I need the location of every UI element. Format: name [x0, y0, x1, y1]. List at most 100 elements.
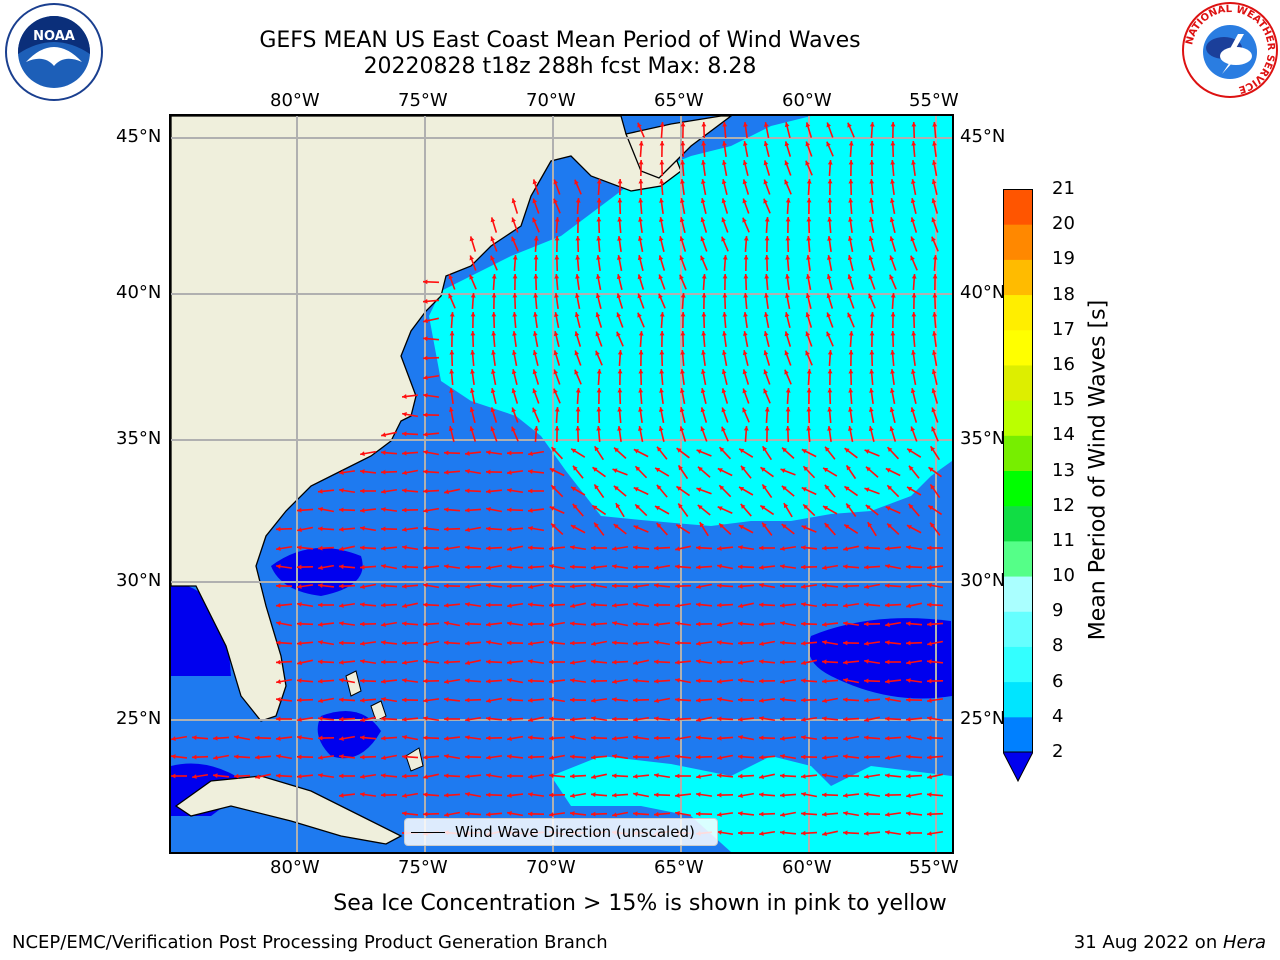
wave-direction-arrowhead: [927, 754, 932, 760]
wave-direction-arrowhead: [594, 522, 599, 528]
wave-direction-arrowhead: [591, 735, 596, 741]
wave-direction-arrowhead: [423, 336, 428, 342]
wave-direction-arrowhead: [638, 350, 644, 355]
colorbar-tick-label: 13: [1052, 459, 1075, 481]
wave-direction-arrowhead: [528, 621, 533, 627]
graticule: [171, 116, 952, 852]
legend-label: Wind Wave Direction (unscaled): [455, 823, 695, 841]
map-panel[interactable]: [169, 114, 954, 854]
wave-direction-arrowhead: [782, 447, 787, 453]
wave-direction-arrowhead: [847, 122, 852, 128]
wave-direction-arrowhead: [507, 697, 512, 703]
wave-direction-arrowhead: [486, 792, 491, 798]
wave-direction-arrowhead: [381, 679, 386, 684]
wave-direction-arrowhead: [532, 369, 538, 375]
wave-direction-arrowhead: [533, 236, 539, 241]
wave-direction-arrowhead: [910, 369, 916, 374]
wave-direction-arrowhead: [868, 255, 874, 261]
wave-direction-arrowhead: [848, 141, 854, 146]
wave-direction-arrowhead: [659, 331, 665, 336]
wave-direction-arrowhead: [759, 811, 764, 817]
colorbar-cell: [1003, 576, 1033, 612]
wave-direction-arrowhead: [549, 697, 554, 702]
wave-direction-arrowhead: [444, 564, 449, 569]
wave-direction-arrowhead: [533, 312, 538, 317]
wave-direction-arrowhead: [423, 412, 428, 418]
wave-direction-arrowhead: [930, 484, 935, 490]
wave-direction-arrowhead: [780, 812, 785, 818]
wave-direction-arrowhead: [554, 293, 559, 298]
wave-direction-arrowhead: [465, 488, 470, 494]
footer-date-text: 31 Aug 2022 on: [1073, 932, 1223, 953]
wave-direction-arrowhead: [656, 484, 662, 490]
colorbar-cell: [1003, 259, 1033, 296]
wave-direction-arrowhead: [633, 449, 639, 454]
wave-direction-arrowhead: [469, 426, 475, 432]
wave-direction-arrowhead: [759, 831, 764, 836]
wave-direction-arrowhead: [507, 564, 512, 570]
wave-direction-arrowhead: [764, 426, 770, 431]
wave-direction-arrowhead: [658, 255, 664, 261]
colorbar-tick-label: 10: [1052, 565, 1075, 587]
wave-direction-arrowhead: [738, 773, 743, 779]
wave-direction-arrowhead: [742, 217, 747, 223]
wave-direction-arrowhead: [635, 504, 641, 510]
wave-direction-arrowhead: [551, 485, 557, 491]
wave-direction-arrowhead: [822, 640, 827, 645]
wave-direction-arrowhead: [803, 504, 809, 510]
wave-direction-arrowhead: [402, 811, 407, 816]
wave-direction-arrowhead: [738, 754, 743, 760]
wave-direction-arrowhead: [507, 621, 512, 626]
wave-direction-arrowhead: [885, 697, 890, 702]
wave-direction-arrowhead: [490, 426, 496, 432]
wave-direction-arrowhead: [827, 407, 833, 412]
wave-direction-arrowhead: [469, 255, 475, 261]
wave-direction-arrowhead: [827, 217, 833, 222]
wave-direction-arrowhead: [721, 179, 727, 185]
wave-direction-arrowhead: [486, 565, 491, 570]
wave-direction-arrowhead: [906, 678, 911, 683]
wave-direction-arrowhead: [381, 659, 386, 665]
wave-direction-arrowhead: [575, 198, 581, 203]
wave-direction-arrowhead: [637, 312, 642, 318]
wave-direction-arrowhead: [742, 141, 748, 146]
wave-direction-arrowhead: [360, 678, 365, 684]
wave-direction-arrowhead: [491, 293, 497, 298]
colorbar-cell: [1003, 364, 1033, 401]
wave-direction-arrowhead: [528, 602, 533, 608]
wave-direction-arrowhead: [449, 350, 455, 355]
wave-direction-arrowhead: [696, 584, 701, 590]
wave-direction-arrowhead: [801, 545, 806, 551]
wave-direction-arrowhead: [507, 450, 512, 456]
wave-direction-arrowhead: [360, 621, 365, 627]
wave-direction-arrowhead: [717, 830, 722, 835]
wave-direction-arrowhead: [680, 160, 686, 165]
wave-direction-arrowhead: [910, 217, 916, 223]
wave-direction-arrowhead: [890, 350, 896, 355]
wave-direction-arrowhead: [595, 350, 600, 356]
wave-direction-arrowhead: [486, 583, 491, 588]
wave-direction-arrowhead: [742, 160, 748, 166]
wave-direction-arrowhead: [738, 545, 743, 550]
wave-direction-arrowhead: [633, 602, 638, 607]
colorbar-cell: [1003, 470, 1033, 507]
wave-direction-arrowhead: [780, 716, 785, 722]
wave-direction-arrowhead: [575, 217, 581, 222]
wave-direction-arrowhead: [511, 198, 517, 204]
wave-direction-arrowhead: [906, 716, 911, 722]
wave-direction-arrowhead: [444, 640, 449, 646]
wave-direction-arrowhead: [885, 679, 890, 684]
wave-direction-arrowhead: [512, 255, 518, 260]
wave-direction-arrowhead: [889, 388, 895, 393]
wave-direction-arrowhead: [276, 679, 281, 684]
wave-direction-arrowhead: [721, 217, 727, 223]
wave-direction-arrowhead: [575, 236, 581, 241]
wave-direction-arrowhead: [931, 198, 937, 204]
wave-direction-arrowhead: [826, 331, 831, 337]
noaa-logo: NOAA: [4, 2, 104, 102]
wave-direction-arrowhead: [806, 217, 812, 222]
wave-direction-arrowhead: [680, 331, 686, 336]
wave-direction-arrowhead: [574, 293, 580, 298]
wave-direction-arrowhead: [423, 602, 428, 608]
wave-direction-arrowhead: [696, 545, 701, 551]
